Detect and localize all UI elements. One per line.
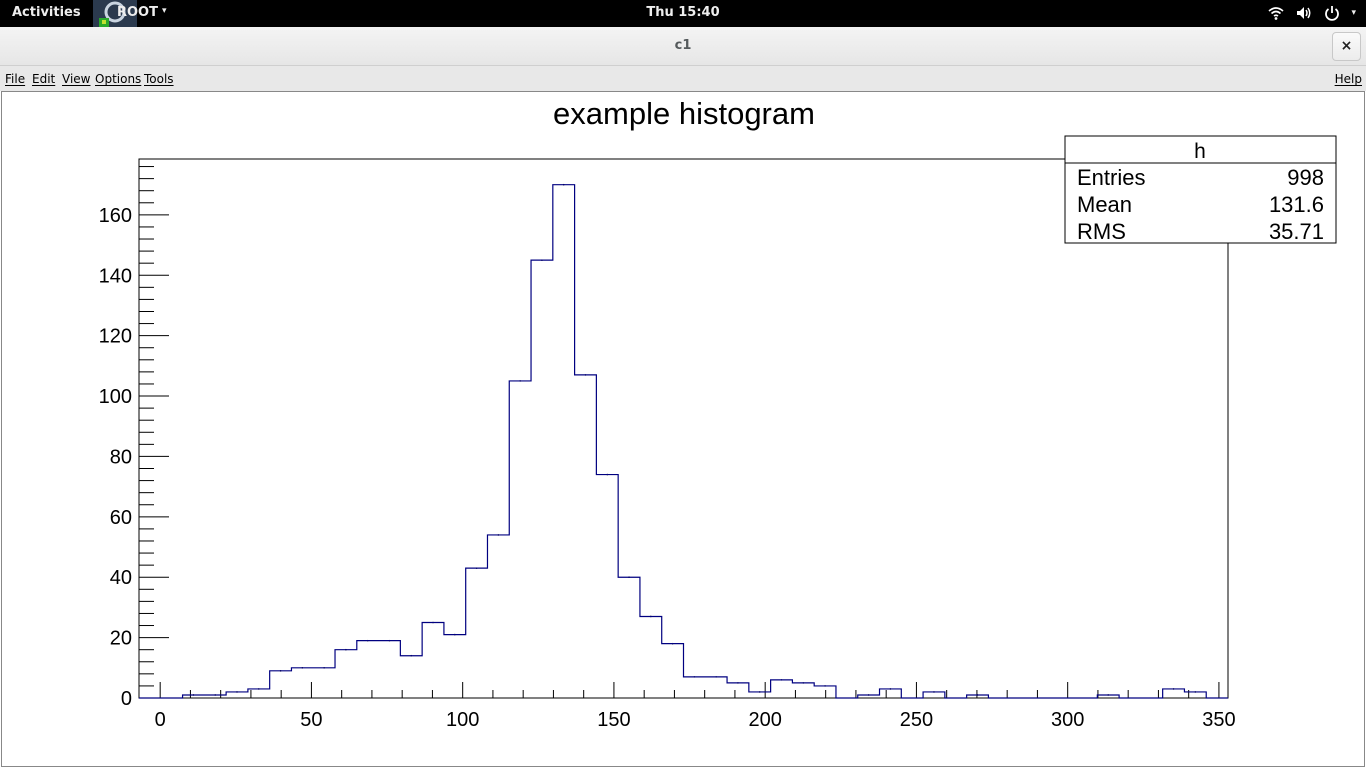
y-tick-label: 0 bbox=[121, 688, 132, 710]
menu-help[interactable]: Help bbox=[1334, 72, 1362, 86]
chart-title: example histogram bbox=[553, 96, 815, 131]
menu-tools[interactable]: Tools bbox=[144, 72, 174, 86]
x-tick-label: 250 bbox=[900, 709, 933, 731]
y-tick-label: 160 bbox=[99, 205, 132, 227]
menu-view[interactable]: View bbox=[62, 72, 91, 86]
wifi-icon[interactable] bbox=[1267, 4, 1285, 22]
root-app-icon bbox=[93, 0, 137, 27]
x-tick-label: 0 bbox=[155, 709, 166, 731]
menu-options[interactable]: Options bbox=[95, 72, 142, 86]
stats-box[interactable]: h Entries 998 Mean 131.6 RMS 35.71 bbox=[1064, 135, 1337, 244]
chevron-down-icon[interactable]: ▾ bbox=[1351, 8, 1356, 18]
histogram-series[interactable] bbox=[139, 184, 1228, 699]
y-tick-label: 140 bbox=[99, 265, 132, 287]
y-tick-label: 60 bbox=[110, 507, 132, 529]
x-tick-label: 200 bbox=[748, 709, 781, 731]
histogram-chart[interactable]: example histogram 0 20 40 60 80 100 120 140 160 0… bbox=[2, 92, 1364, 766]
root-canvas[interactable]: example histogram 0 20 40 60 80 100 120 140 160 0… bbox=[1, 91, 1365, 767]
x-tick-label: 350 bbox=[1202, 709, 1235, 731]
stats-mean-value: 131.6 bbox=[1269, 192, 1324, 217]
window-titlebar[interactable]: c1 × bbox=[0, 27, 1366, 66]
clock[interactable]: Thu 15:40 bbox=[646, 5, 720, 20]
app-menu-button[interactable] bbox=[93, 0, 137, 27]
menu-bar: File Edit View Options Tools Help bbox=[0, 66, 1366, 91]
y-tick-label: 80 bbox=[110, 446, 132, 468]
x-tick-label: 300 bbox=[1051, 709, 1084, 731]
menu-file[interactable]: File bbox=[5, 72, 26, 86]
x-tick-label: 150 bbox=[597, 709, 630, 731]
stats-entries-value: 998 bbox=[1287, 165, 1324, 190]
power-icon[interactable] bbox=[1323, 4, 1341, 22]
chevron-down-icon[interactable]: ▾ bbox=[162, 6, 167, 16]
stats-entries-label: Entries bbox=[1077, 165, 1145, 190]
window-title: c1 bbox=[674, 38, 692, 53]
y-tick-label: 120 bbox=[99, 326, 132, 348]
volume-icon[interactable] bbox=[1295, 4, 1313, 22]
y-tick-label: 40 bbox=[110, 567, 132, 589]
menu-edit[interactable]: Edit bbox=[32, 72, 56, 86]
stats-title: h bbox=[1194, 140, 1206, 163]
y-tick-label: 100 bbox=[99, 386, 132, 408]
top-bar: Activities ROOT ▾ Thu 15:40 ▾ bbox=[0, 0, 1366, 27]
x-tick-label: 100 bbox=[446, 709, 479, 731]
stats-rms-label: RMS bbox=[1077, 219, 1126, 244]
activities-button[interactable]: Activities bbox=[12, 5, 81, 20]
plot-frame bbox=[138, 158, 1229, 699]
x-tick-label: 50 bbox=[300, 709, 322, 731]
stats-rms-value: 35.71 bbox=[1269, 219, 1324, 244]
app-name[interactable]: ROOT bbox=[117, 5, 158, 20]
stats-mean-label: Mean bbox=[1077, 192, 1132, 217]
close-button[interactable]: × bbox=[1332, 32, 1361, 61]
y-tick-label: 20 bbox=[110, 628, 132, 650]
